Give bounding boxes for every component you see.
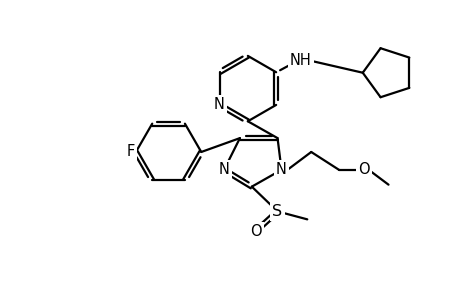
Text: O: O — [249, 224, 261, 239]
Text: N: N — [213, 98, 224, 112]
Text: NH: NH — [290, 53, 311, 68]
Text: F: F — [127, 145, 135, 160]
Text: S: S — [272, 204, 282, 219]
Text: O: O — [357, 162, 369, 177]
Text: N: N — [275, 162, 286, 177]
Text: N: N — [218, 162, 229, 177]
